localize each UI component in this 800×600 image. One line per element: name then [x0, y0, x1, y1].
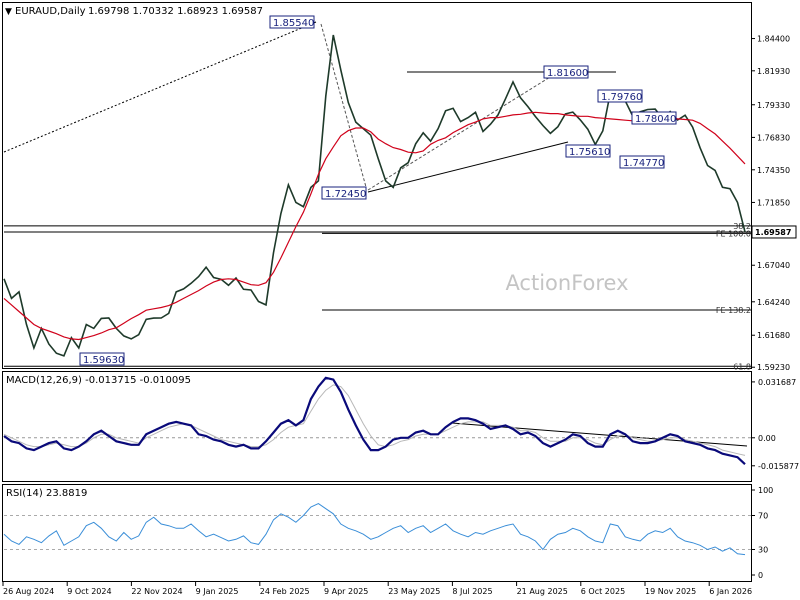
level-label: 38.2 — [733, 222, 751, 231]
rsi-tick-label: 30 — [758, 546, 768, 555]
macd-label: MACD(12,26,9) -0.013715 -0.010095 — [6, 375, 191, 386]
rsi-panel — [2, 484, 752, 582]
macd-panel — [2, 371, 752, 482]
x-tick-label: 6 Oct 2025 — [581, 587, 625, 596]
macd-tick-label: 0.00 — [758, 434, 776, 443]
y-tick-label: 1.64240 — [757, 298, 790, 307]
x-tick-label: 9 Jan 2025 — [196, 587, 239, 596]
level-label: FE 100.0 — [716, 229, 751, 238]
chart-ohlc: 1.69798 1.70332 1.68923 1.69587 — [88, 6, 263, 17]
price-callout-label: 1.75610 — [569, 147, 610, 158]
x-tick-label: 21 Aug 2025 — [517, 587, 568, 596]
macd-tick-label: -0.015877 — [758, 462, 799, 471]
x-tick-label: 22 Nov 2024 — [131, 587, 182, 596]
horizontal-levels: 38.2FE 100.0 FE 138.2 61.8 1.69587 — [4, 222, 797, 371]
rsi-line — [3, 503, 746, 556]
x-tick-label: 6 Jan 2026 — [709, 587, 752, 596]
price-series — [3, 34, 751, 556]
price-callouts: 1.85540 1.81600 1.79760 1.78040 1.75610 1.747… — [79, 15, 677, 366]
x-tick-label: 9 Oct 2024 — [67, 587, 111, 596]
price-callout-label: 1.74770 — [623, 158, 664, 169]
price-callout-box — [631, 111, 677, 125]
trendline-rising-support — [367, 141, 569, 193]
price-callout-label: 1.79760 — [601, 92, 642, 103]
trendline-dotted-rise — [3, 21, 317, 153]
rsi-tick-label: 100 — [758, 486, 773, 495]
y-tick-label: 1.74350 — [757, 166, 790, 175]
price-callout-label: 1.78040 — [635, 114, 676, 125]
chart-title-triangle: ▼ — [5, 7, 12, 17]
price-callout-box — [543, 65, 589, 79]
price-callout-box — [79, 352, 125, 366]
x-tick-label: 8 Jul 2025 — [452, 587, 492, 596]
axis-ticks: 26 Aug 2024 9 Oct 2024 22 Nov 2024 9 Jan 20… — [2, 35, 799, 596]
price-panel — [2, 2, 752, 369]
price-callout-label: 1.85540 — [273, 18, 314, 29]
price-callout-label: 1.72450 — [325, 189, 366, 200]
macd-line — [3, 376, 746, 466]
x-tick-label: 23 May 2025 — [388, 587, 440, 596]
rsi-label: RSI(14) 23.8819 — [6, 488, 87, 499]
x-tick-label: 26 Aug 2024 — [3, 587, 54, 596]
level-label: FE 138.2 — [716, 306, 751, 315]
trendline-dashed-drop — [320, 23, 367, 188]
moving-average-line — [3, 111, 746, 341]
macd-tick-label: 0.031687 — [758, 378, 796, 387]
level-label: 61.8 — [733, 362, 751, 371]
chart-symbol: EURAUD,Daily — [15, 6, 86, 17]
macd-signal-line — [3, 384, 746, 456]
price-callout-box — [565, 144, 611, 158]
rsi-tick-label: 0 — [758, 571, 763, 580]
current-price-label: 1.69587 — [755, 228, 791, 237]
y-tick-label: 1.61680 — [757, 331, 790, 340]
x-tick-label: 9 Apr 2025 — [324, 587, 368, 596]
y-tick-label: 1.76830 — [757, 133, 790, 142]
price-callout-box — [619, 155, 665, 169]
x-tick-label: 24 Feb 2025 — [260, 587, 310, 596]
price-callout-box — [597, 89, 643, 103]
price-callout-box — [269, 15, 315, 29]
y-tick-label: 1.79330 — [757, 101, 790, 110]
y-tick-label: 1.67040 — [757, 261, 790, 270]
current-price-tag — [751, 225, 797, 239]
y-tick-label: 1.59230 — [757, 363, 790, 372]
x-tick-label: 19 Nov 2025 — [645, 587, 696, 596]
watermark: ActionForex — [505, 271, 628, 295]
y-tick-label: 1.71850 — [757, 198, 790, 207]
price-callout-label: 1.59630 — [83, 355, 124, 366]
y-tick-label: 1.84400 — [757, 35, 790, 44]
price-callout-box — [321, 186, 367, 200]
y-tick-label: 1.81930 — [757, 67, 790, 76]
rsi-tick-label: 70 — [758, 512, 768, 521]
price-callout-label: 1.81600 — [547, 68, 588, 79]
